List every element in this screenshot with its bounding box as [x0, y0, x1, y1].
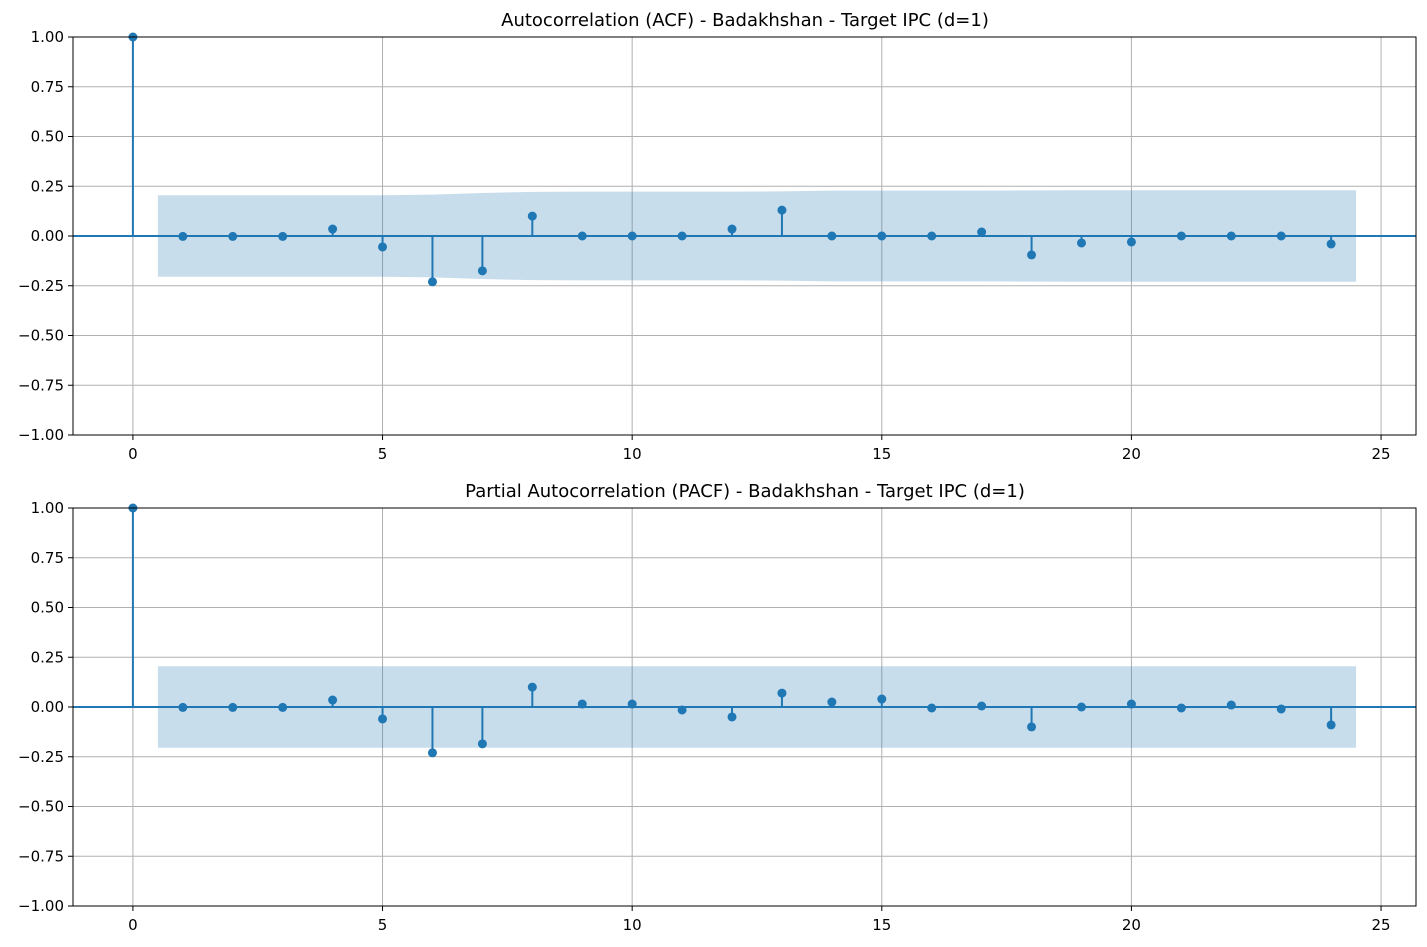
pacf-point	[527, 682, 537, 692]
acf-point	[1027, 250, 1037, 260]
pacf-point	[477, 739, 487, 749]
pacf-x-tick-label: 15	[872, 916, 891, 934]
pacf-y-tick-label: 0.75	[31, 549, 64, 567]
acf-point	[1226, 231, 1236, 241]
pacf-y-tick-label: 1.00	[31, 499, 64, 517]
pacf-point	[1176, 703, 1186, 713]
acf-title: Autocorrelation (ACF) - Badakhshan - Tar…	[501, 10, 989, 31]
pacf-point	[427, 748, 437, 758]
acf-point	[328, 224, 338, 234]
acf-point	[378, 242, 388, 252]
pacf-x-tick-label: 0	[128, 916, 138, 934]
acf-point	[627, 231, 637, 241]
pacf-point	[278, 702, 288, 712]
pacf-point	[228, 702, 238, 712]
acf-point	[1326, 239, 1336, 249]
pacf-x-tick-label: 25	[1372, 916, 1391, 934]
acf-x-tick-label: 20	[1122, 445, 1141, 463]
pacf-point	[877, 694, 887, 704]
pacf-point	[178, 702, 188, 712]
acf-point	[527, 211, 537, 221]
pacf-y-tick-label: −0.50	[18, 798, 64, 816]
pacf-point	[927, 703, 937, 713]
acf-x-tick-label: 0	[128, 445, 138, 463]
pacf-point	[328, 695, 338, 705]
acf-y-tick-label: 0.50	[31, 128, 64, 146]
pacf-point	[1276, 704, 1286, 714]
pacf-y-tick-label: 0.50	[31, 599, 64, 617]
acf-point	[577, 231, 587, 241]
pacf-point	[1076, 702, 1086, 712]
acf-panel: Autocorrelation (ACF) - Badakhshan - Tar…	[18, 10, 1417, 463]
acf-point	[777, 205, 787, 215]
pacf-point	[1326, 720, 1336, 730]
acf-y-tick-label: −0.25	[18, 277, 64, 295]
acf-y-tick-label: 0.25	[31, 177, 64, 195]
pacf-point	[777, 688, 787, 698]
acf-point	[677, 231, 687, 241]
acf-point	[927, 231, 937, 241]
acf-point	[827, 231, 837, 241]
pacf-point	[577, 699, 587, 709]
acf-point	[278, 231, 288, 241]
acf-y-tick-label: 0.00	[31, 227, 64, 245]
acf-y-tick-label: 1.00	[31, 28, 64, 46]
acf-x-tick-label: 5	[378, 445, 388, 463]
pacf-title: Partial Autocorrelation (PACF) - Badakhs…	[465, 481, 1025, 502]
acf-x-tick-label: 15	[872, 445, 891, 463]
pacf-panel: Partial Autocorrelation (PACF) - Badakhs…	[18, 481, 1417, 934]
acf-point	[1126, 237, 1136, 247]
acf-y-tick-label: −0.75	[18, 376, 64, 394]
acf-point	[228, 231, 238, 241]
acf-point	[178, 231, 188, 241]
acf-point	[727, 224, 737, 234]
acf-point	[1176, 231, 1186, 241]
pacf-point	[1226, 700, 1236, 710]
pacf-point	[827, 697, 837, 707]
pacf-point	[378, 714, 388, 724]
pacf-y-tick-label: −0.75	[18, 847, 64, 865]
acf-x-tick-label: 10	[623, 445, 642, 463]
pacf-point	[1126, 699, 1136, 709]
pacf-x-tick-label: 10	[623, 916, 642, 934]
pacf-point	[677, 705, 687, 715]
acf-point	[877, 231, 887, 241]
pacf-x-tick-label: 20	[1122, 916, 1141, 934]
acf-y-tick-label: −0.50	[18, 327, 64, 345]
pacf-point	[627, 699, 637, 709]
pacf-y-tick-label: 0.25	[31, 648, 64, 666]
pacf-point	[1027, 722, 1037, 732]
pacf-point	[977, 701, 987, 711]
acf-point	[977, 227, 987, 237]
acf-y-tick-label: 0.75	[31, 78, 64, 96]
acf-point	[427, 277, 437, 287]
acf-point	[477, 266, 487, 276]
pacf-point	[727, 712, 737, 722]
acf-x-tick-label: 25	[1372, 445, 1391, 463]
pacf-y-tick-label: −1.00	[18, 897, 64, 915]
acf-point	[1276, 231, 1286, 241]
acf-point	[1076, 238, 1086, 248]
pacf-x-tick-label: 5	[378, 916, 388, 934]
acf-y-tick-label: −1.00	[18, 426, 64, 444]
pacf-y-tick-label: 0.00	[31, 698, 64, 716]
pacf-y-tick-label: −0.25	[18, 748, 64, 766]
